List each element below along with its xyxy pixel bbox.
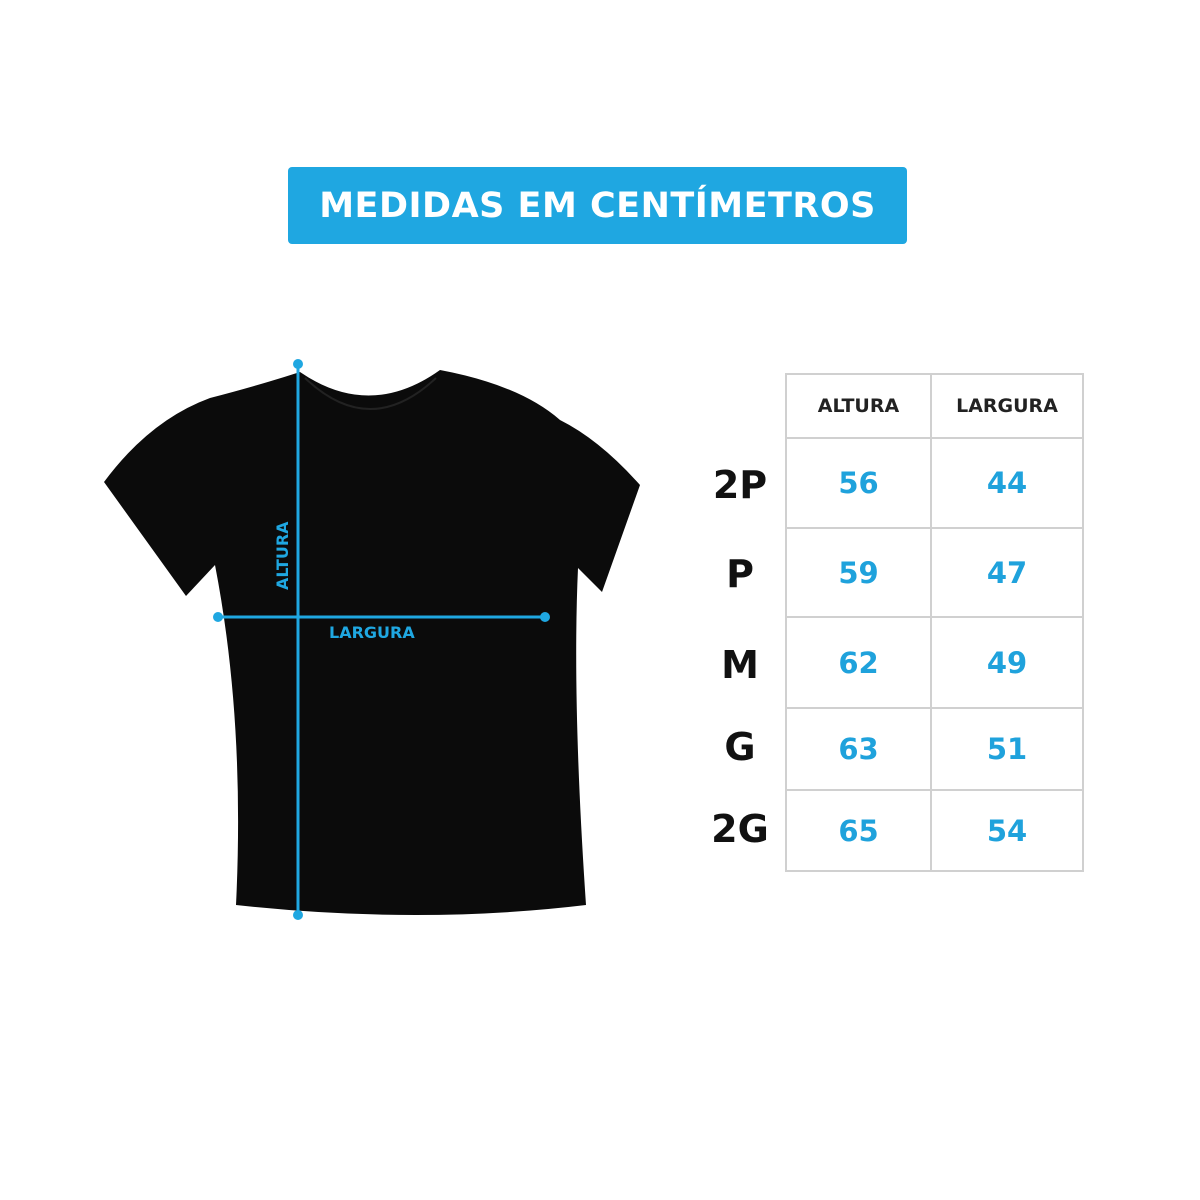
size-label: 2P (712, 463, 768, 507)
size-label: P (726, 552, 754, 596)
table-row: 63 51 (785, 707, 1084, 791)
tshirt-shape (104, 370, 640, 915)
header-largura: LARGURA (930, 373, 1084, 439)
size-label: 2G (711, 807, 769, 851)
units-banner: MEDIDAS EM CENTÍMETROS (288, 167, 907, 244)
table-row: 65 54 (785, 789, 1084, 872)
size-label: M (721, 643, 759, 687)
table-row: 62 49 (785, 616, 1084, 709)
table-row: 56 44 (785, 437, 1084, 529)
table-header-row: ALTURA LARGURA (785, 373, 1084, 439)
header-altura: ALTURA (785, 373, 932, 439)
height-label: ALTURA (273, 521, 292, 590)
width-label: LARGURA (329, 623, 415, 642)
size-table: ALTURA LARGURA 56 44 59 47 62 49 63 51 65 54 (785, 373, 1084, 872)
table-row: 59 47 (785, 527, 1084, 618)
size-label: G (724, 725, 756, 769)
